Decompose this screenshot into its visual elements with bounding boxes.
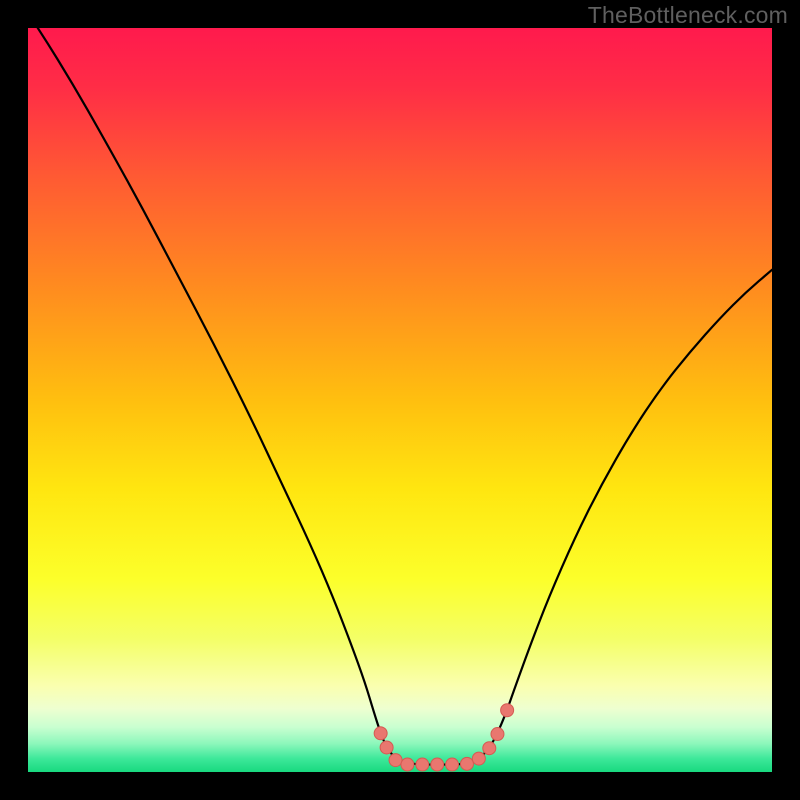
watermark-text: TheBottleneck.com: [588, 2, 788, 29]
curve-marker: [431, 758, 444, 771]
curve-marker: [374, 727, 387, 740]
curve-marker: [401, 758, 414, 771]
curve-marker: [491, 728, 504, 741]
curve-marker: [446, 758, 459, 771]
curve-marker: [501, 704, 514, 717]
curve-marker: [472, 752, 485, 765]
curve-marker: [460, 757, 473, 770]
curve-marker: [416, 758, 429, 771]
chart-frame: TheBottleneck.com: [0, 0, 800, 800]
bottleneck-chart: [28, 28, 772, 772]
curve-marker: [380, 741, 393, 754]
plot-area: [28, 28, 772, 772]
curve-marker: [483, 742, 496, 755]
curve-marker: [389, 754, 402, 767]
gradient-background: [28, 28, 772, 772]
